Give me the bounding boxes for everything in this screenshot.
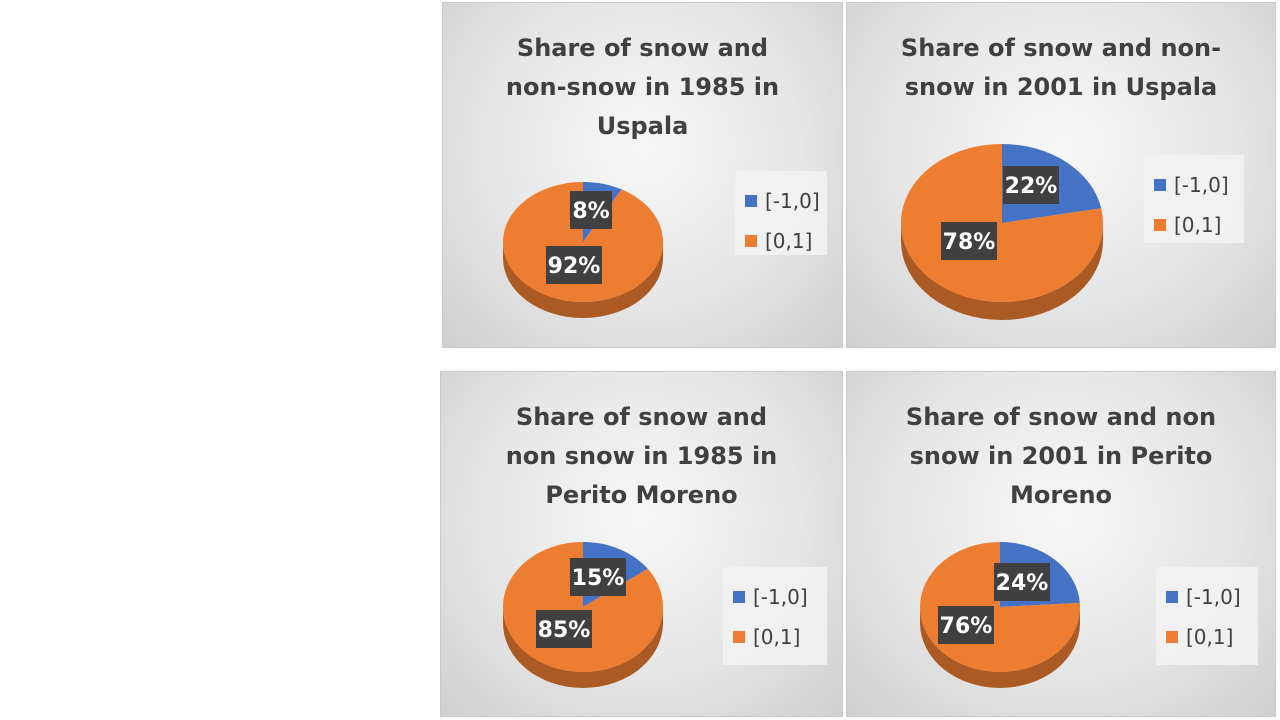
legend-swatch-snow [745,195,757,207]
legend-item: [0,1] [733,617,817,657]
pie-slice-nonsnow [901,144,1103,302]
legend-swatch-nonsnow [745,235,757,247]
legend-label: [-1,0] [1186,585,1241,609]
chart-title-line: Share of snow and [515,403,768,431]
chart-title: Share of snow and non snow in 1985 in Pe… [441,398,842,515]
chart-title-line: Share of snow and non- [900,34,1222,62]
legend-label: [-1,0] [1174,173,1229,197]
legend-swatch-nonsnow [733,631,745,643]
pie-side-wall [901,223,1103,320]
chart-title-line: snow in 2001 in Perito [909,442,1213,470]
chart-panel-uspala-1985: Share of snow and non-snow in 1985 in Us… [442,2,843,348]
pie-side-wall [503,242,663,318]
legend-item: [0,1] [1166,617,1248,657]
data-label-text: 24% [996,571,1049,596]
chart-title-line: Share of snow and [516,34,769,62]
legend-label: [0,1] [1186,625,1234,649]
chart-panel-perito-moreno-1985: Share of snow and non snow in 1985 in Pe… [440,371,843,717]
pie-chart: 15% 85% [503,542,663,688]
legend-label: [-1,0] [765,189,820,213]
pie-chart: 8% 92% [503,182,663,318]
pie-chart: 22% 78% [901,144,1103,320]
chart-title-line: non-snow in 1985 in [505,73,780,101]
legend-item: [-1,0] [733,577,817,617]
data-label-text: 8% [572,199,609,224]
legend-swatch-nonsnow [1166,631,1178,643]
data-label-nonsnow: 85% [536,610,592,648]
data-label-nonsnow: 76% [938,606,994,644]
chart-title: Share of snow and non- snow in 2001 in U… [847,29,1275,107]
legend-label: [0,1] [765,229,813,253]
data-label-text: 76% [940,614,993,639]
chart-title-line: Moreno [1009,481,1113,509]
legend-swatch-snow [733,591,745,603]
chart-title-line: Uspala [596,112,689,140]
data-label-text: 85% [538,618,591,643]
legend-swatch-snow [1154,179,1166,191]
data-label-nonsnow: 78% [941,222,997,260]
data-label-snow: 22% [1003,166,1059,204]
pie-chart: 24%76% [920,542,1080,688]
chart-legend: [-1,0] [0,1] [1156,567,1258,665]
pie-side-wall [503,607,663,688]
legend-item: [-1,0] [1166,577,1248,617]
chart-title-line: Share of snow and non [905,403,1217,431]
legend-swatch-snow [1166,591,1178,603]
legend-label: [0,1] [1174,213,1222,237]
chart-legend: [-1,0] [0,1] [735,171,827,255]
pie-slice-nonsnow [503,182,663,302]
legend-item: [-1,0] [1154,165,1234,205]
chart-title-line: snow in 2001 in Uspala [904,73,1218,101]
data-label-text: 22% [1005,174,1058,199]
chart-title-line: Perito Moreno [545,481,738,509]
data-label-nonsnow: 92% [546,246,602,284]
data-label-snow: 24% [994,563,1050,601]
data-label-snow: 8% [570,191,612,229]
data-label-text: 92% [548,254,601,279]
chart-legend: [-1,0] [0,1] [723,567,827,665]
data-label-text: 78% [943,230,996,255]
chart-title: Share of snow and non-snow in 1985 in Us… [443,29,842,146]
chart-title-line: non snow in 1985 in [505,442,778,470]
chart-title: Share of snow and non snow in 2001 in Pe… [847,398,1275,515]
legend-swatch-nonsnow [1154,219,1166,231]
chart-legend: [-1,0] [0,1] [1144,155,1244,243]
chart-panel-perito-moreno-2001: Share of snow and non snow in 2001 in Pe… [846,371,1276,717]
data-label-snow: 15% [570,558,626,596]
data-label-text: 15% [572,566,625,591]
legend-label: [0,1] [753,625,801,649]
chart-panel-uspala-2001: Share of snow and non- snow in 2001 in U… [846,2,1276,348]
legend-label: [-1,0] [753,585,808,609]
legend-item: [0,1] [1154,205,1234,245]
legend-item: [-1,0] [745,181,820,221]
legend-item: [0,1] [745,221,817,261]
pie-side-wall [920,607,1080,688]
